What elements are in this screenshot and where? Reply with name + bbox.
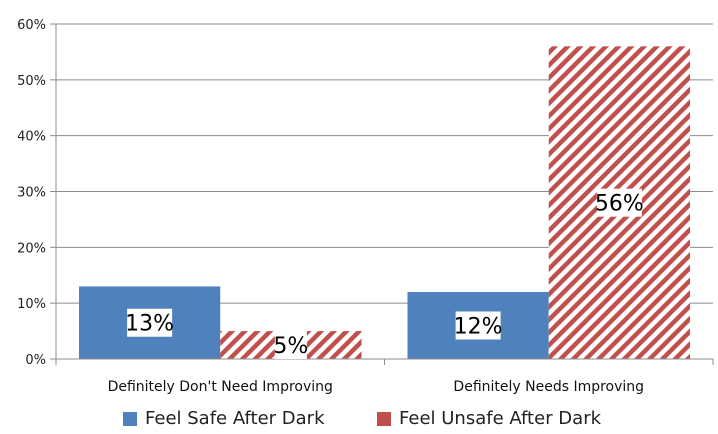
axes: 0% 10% 20% 30% 40% 50% 60% Definitely Don't Nee… [17, 18, 714, 395]
y-tick-label: 30% [17, 186, 46, 201]
data-label: 56% [595, 192, 644, 217]
y-tick-label: 0% [25, 353, 46, 368]
x-category-label: Definitely Don't Need Improving [108, 379, 333, 395]
data-label-box [127, 308, 173, 337]
legend-swatch [123, 412, 137, 426]
x-category-label: Definitely Needs Improving [453, 379, 644, 395]
y-tick-label: 10% [17, 297, 46, 312]
legend-label: Feel Safe After Dark [145, 408, 325, 429]
legend-label: Feel Unsafe After Dark [399, 408, 602, 429]
data-label-box [455, 311, 501, 340]
y-tick-label: 20% [17, 241, 46, 256]
data-label: 12% [454, 315, 503, 340]
legend-swatch [377, 412, 391, 426]
data-label-box [274, 331, 307, 360]
data-label: 13% [125, 312, 174, 337]
y-tick-label: 60% [17, 18, 46, 33]
data-label-box [596, 188, 642, 217]
data-label: 5% [273, 334, 308, 359]
legend: Feel Safe After Dark Feel Unsafe After Da… [123, 408, 602, 429]
y-tick-label: 40% [17, 130, 46, 145]
data-labels: 13% 5% 12% 56% [125, 188, 644, 360]
y-tick-label: 50% [17, 74, 46, 89]
